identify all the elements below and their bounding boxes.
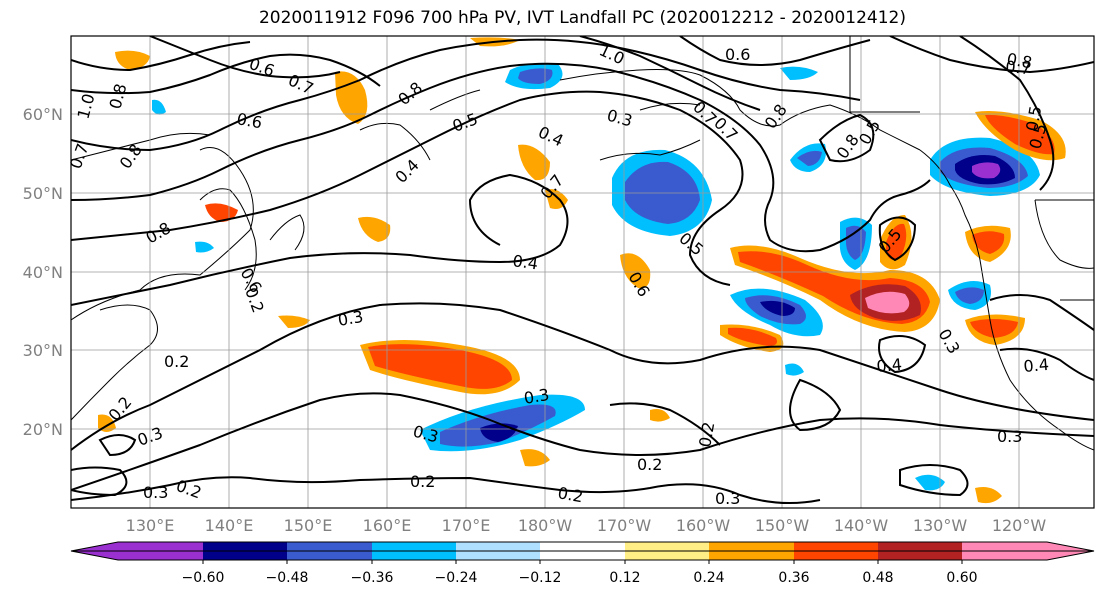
contour-label: 0.4: [1023, 355, 1050, 376]
lon-label: 170°E: [442, 516, 491, 535]
contour-label: 0.2: [556, 483, 584, 506]
contour-label: 0.8: [1005, 49, 1033, 72]
colorbar-tick-label: −0.36: [351, 570, 394, 586]
contour-label: 0.3: [997, 427, 1022, 446]
latitude-labels: 60°N 50°N 40°N 30°N 20°N: [23, 105, 63, 439]
contour-label: 0.3: [336, 307, 364, 330]
contour-label: 0.3: [522, 385, 550, 408]
contour-label: 0.6: [725, 45, 750, 64]
map-title: 2020011912 F096 700 hPa PV, IVT Landfall…: [258, 8, 906, 28]
colorbar-tick-label: −0.24: [435, 570, 478, 586]
lon-label: 160°W: [676, 516, 731, 535]
contour-label: 0.4: [511, 251, 539, 273]
pv-contours: [71, 36, 1094, 505]
lon-label: 150°E: [284, 516, 333, 535]
coastlines: [71, 36, 1094, 451]
colorbar-tick-label: −0.60: [182, 570, 225, 586]
shaded-fields: [98, 37, 1066, 504]
contour-label: 0.7: [1005, 57, 1032, 78]
map-frame: [70, 35, 1095, 509]
lon-label: 130°W: [913, 516, 968, 535]
lon-label: 140°E: [205, 516, 254, 535]
lat-label: 40°N: [23, 263, 63, 282]
lon-label: 180°W: [518, 516, 573, 535]
colorbar-tick-label: −0.12: [519, 570, 562, 586]
lat-label: 60°N: [23, 105, 63, 124]
colorbar-tick-label: 0.48: [862, 570, 893, 586]
colorbar-ticks: [202, 560, 963, 564]
lon-label: 120°W: [992, 516, 1047, 535]
colorbar-outline: [70, 541, 1095, 561]
lon-label: 170°W: [597, 516, 652, 535]
contour-label: 0.2: [164, 352, 189, 371]
lon-label: 130°E: [126, 516, 175, 535]
colorbar-tick-label: 0.60: [946, 570, 977, 586]
colorbar-tick-label: −0.48: [266, 570, 309, 586]
lat-label: 50°N: [23, 184, 63, 203]
colorbar-tick-label: 0.36: [778, 570, 809, 586]
map-plot-area: [71, 36, 1094, 508]
lon-label: 140°W: [834, 516, 889, 535]
lat-label: 30°N: [23, 341, 63, 360]
lon-label: 160°E: [363, 516, 412, 535]
contour-label: 0.6: [235, 109, 263, 132]
contour-label: 0.5: [1022, 104, 1045, 132]
contour-label: 0.2: [695, 420, 718, 448]
lon-label: 150°W: [755, 516, 810, 535]
colorbar-tick-label: 0.12: [609, 570, 640, 586]
longitude-labels: 130°E 140°E 150°E 160°E 170°E 180°W 170°…: [126, 516, 1047, 535]
contour-label: 0.2: [637, 455, 662, 474]
contour-label: 0.4: [876, 355, 903, 376]
lat-label: 20°N: [23, 420, 63, 439]
contour-label: 0.3: [143, 483, 168, 502]
colorbar-tick-label: 0.24: [693, 570, 724, 586]
graticule: [71, 36, 1094, 508]
colorbar: −0.60 −0.48 −0.36 −0.24 −0.12 0.12 0.24 …: [70, 541, 1095, 586]
contour-label: 0.3: [715, 489, 740, 508]
contour-label: 0.2: [410, 472, 435, 491]
